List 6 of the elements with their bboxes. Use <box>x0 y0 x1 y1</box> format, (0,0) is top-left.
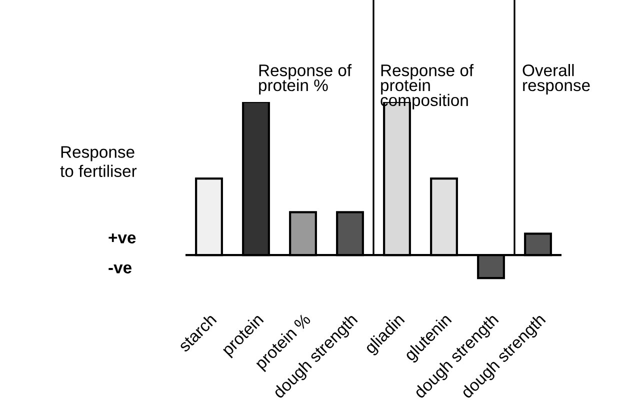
annotation: Response of protein composition <box>380 64 474 110</box>
text: Overall response <box>522 64 590 94</box>
text: Response of protein % <box>259 64 352 94</box>
text: -ve <box>108 264 132 274</box>
text: +ve <box>108 234 136 244</box>
y-axis-title: Response to fertiliser <box>60 146 137 178</box>
